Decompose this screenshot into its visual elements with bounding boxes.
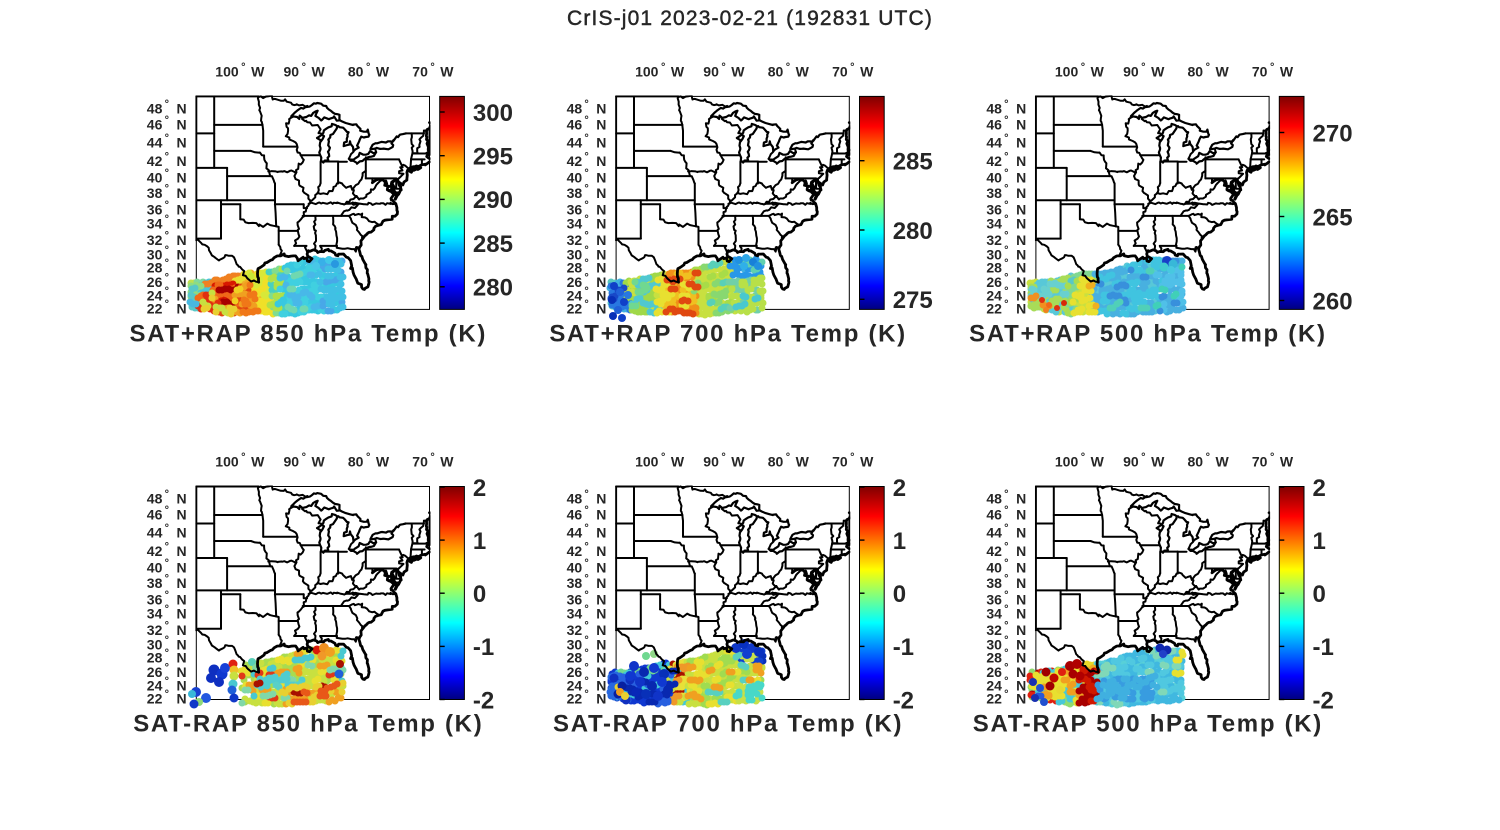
svg-text:285: 285 — [473, 231, 513, 258]
svg-text:290: 290 — [473, 187, 513, 214]
svg-text:0: 0 — [893, 581, 906, 608]
svg-text:SAT+RAP 700 hPa Temp (K): SAT+RAP 700 hPa Temp (K) — [549, 320, 907, 347]
svg-text:285: 285 — [893, 149, 933, 176]
svg-text:-2: -2 — [473, 687, 494, 714]
svg-text:SAT+RAP 850 hPa Temp (K): SAT+RAP 850 hPa Temp (K) — [130, 320, 488, 347]
svg-text:SAT-RAP 500 hPa Temp (K): SAT-RAP 500 hPa Temp (K) — [973, 710, 1323, 737]
svg-text:2: 2 — [473, 475, 486, 502]
svg-text:1: 1 — [1313, 528, 1326, 555]
svg-text:265: 265 — [1313, 204, 1353, 231]
svg-text:SAT-RAP 850 hPa Temp (K): SAT-RAP 850 hPa Temp (K) — [133, 710, 483, 737]
svg-text:280: 280 — [893, 218, 933, 245]
svg-text:-2: -2 — [1313, 687, 1334, 714]
svg-text:0: 0 — [1313, 581, 1326, 608]
svg-text:-1: -1 — [1313, 634, 1334, 661]
svg-text:SAT-RAP 700 hPa Temp (K): SAT-RAP 700 hPa Temp (K) — [553, 710, 903, 737]
svg-text:295: 295 — [473, 144, 513, 171]
svg-text:300: 300 — [473, 100, 513, 127]
svg-text:-2: -2 — [893, 687, 914, 714]
svg-text:2: 2 — [893, 475, 906, 502]
svg-text:280: 280 — [473, 275, 513, 302]
svg-text:275: 275 — [893, 287, 933, 314]
svg-text:CrIS-j01 2023-02-21 (192831 UT: CrIS-j01 2023-02-21 (192831 UTC) — [567, 7, 933, 30]
svg-text:1: 1 — [473, 528, 486, 555]
svg-text:1: 1 — [893, 528, 906, 555]
svg-text:2: 2 — [1313, 475, 1326, 502]
svg-text:-1: -1 — [473, 634, 494, 661]
svg-text:0: 0 — [473, 581, 486, 608]
svg-text:270: 270 — [1313, 120, 1353, 147]
svg-text:-1: -1 — [893, 634, 914, 661]
svg-text:SAT+RAP 500 hPa Temp (K): SAT+RAP 500 hPa Temp (K) — [969, 320, 1327, 347]
svg-text:260: 260 — [1313, 288, 1353, 315]
